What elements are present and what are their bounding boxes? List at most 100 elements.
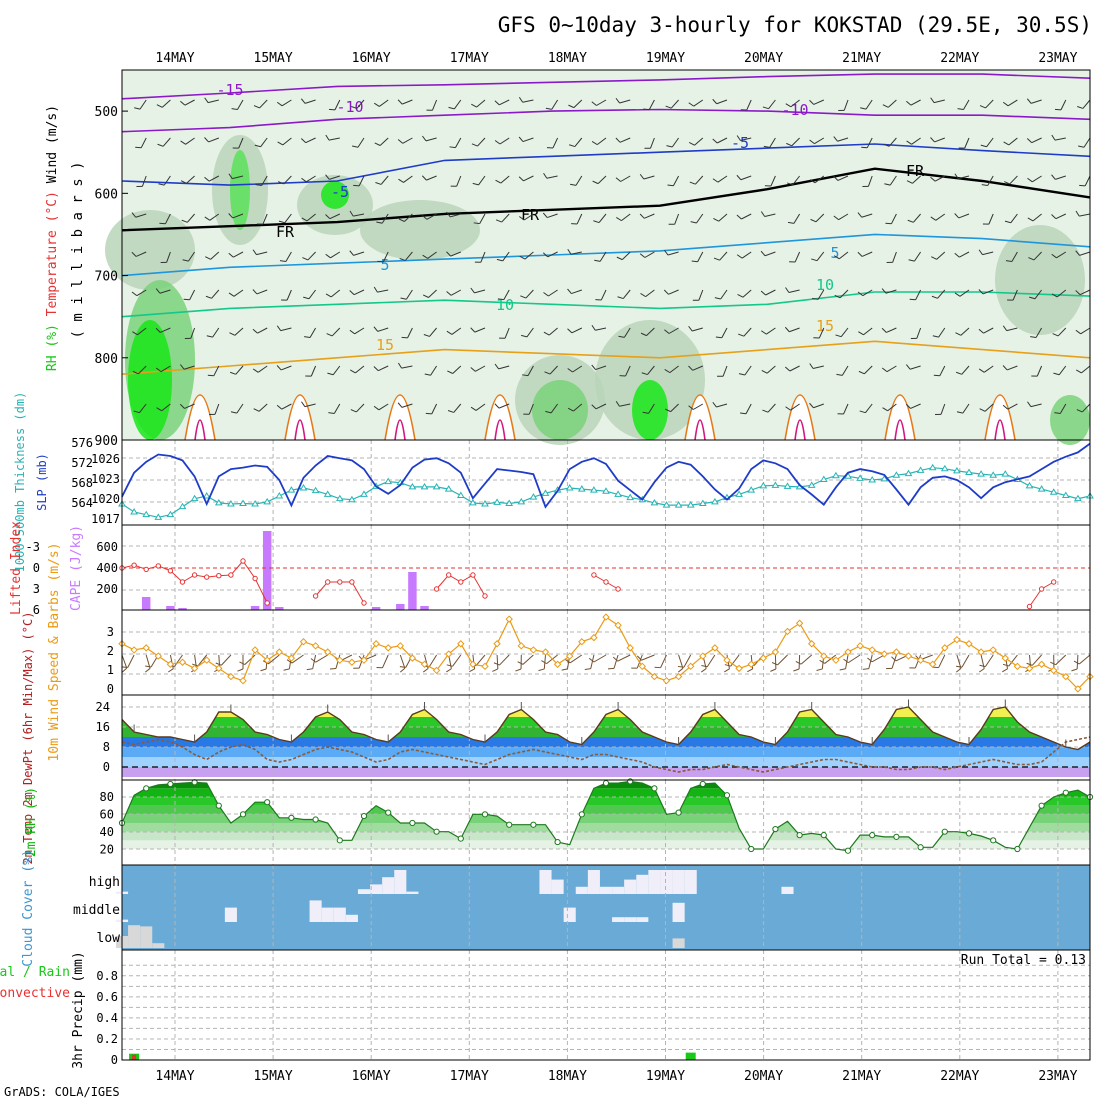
wind-barb xyxy=(1007,403,1018,410)
wind-barb xyxy=(422,254,428,259)
wind-barb xyxy=(1031,654,1042,666)
contour-label: FR xyxy=(276,223,295,241)
wind-barb xyxy=(479,213,486,224)
cape-bar xyxy=(420,606,429,610)
wind-barb xyxy=(567,368,573,373)
wind-barb xyxy=(470,406,477,411)
wind-barb xyxy=(518,96,524,103)
wind-barb xyxy=(495,179,502,184)
wind-barb xyxy=(161,403,171,412)
wind-barb xyxy=(305,137,316,144)
wind-barb xyxy=(446,211,451,218)
wind-barb xyxy=(885,222,892,225)
wind-barb xyxy=(328,137,340,141)
wind-barb xyxy=(906,100,912,106)
wind-barb xyxy=(159,289,171,294)
wind-barb xyxy=(617,654,631,662)
wind-barb xyxy=(743,327,752,337)
wind-barb xyxy=(817,289,825,300)
wind-barb xyxy=(309,327,317,338)
wind-barb xyxy=(617,296,624,300)
data-point xyxy=(553,660,562,668)
wind-barb xyxy=(865,403,873,413)
date-label: 14MAY xyxy=(155,1069,194,1084)
wind-barb xyxy=(910,99,921,106)
wind-barb xyxy=(905,364,911,370)
cloud-bar xyxy=(672,902,685,922)
data-point xyxy=(735,664,743,673)
wind-barb xyxy=(867,175,873,187)
wind-barb xyxy=(349,290,355,296)
wind-barb xyxy=(306,213,316,222)
wind-barb xyxy=(570,251,582,255)
wind-barb xyxy=(432,99,438,111)
wind-barb xyxy=(134,107,141,110)
wind-barb xyxy=(421,175,427,181)
cape-bar xyxy=(178,608,187,610)
wind-barb xyxy=(303,296,310,300)
wind-barb xyxy=(284,213,292,224)
data-point xyxy=(554,838,561,846)
wind-barb xyxy=(1002,663,1009,667)
wind-barb xyxy=(1058,365,1067,376)
chart-panels: 14MAY 15MAY 16MAY 17MAY 18MAY 19MAY 20MAY 21MAY… xyxy=(0,51,1094,1084)
wind-barb xyxy=(156,407,162,412)
wind-barb xyxy=(1030,403,1042,408)
data-point xyxy=(529,646,538,654)
wind-barb xyxy=(453,99,462,110)
wind-barb xyxy=(301,401,306,407)
wind-barb xyxy=(452,654,462,667)
data-point xyxy=(796,832,803,839)
wind-barb xyxy=(744,365,752,376)
wind-barb xyxy=(905,403,911,409)
wind-barb xyxy=(522,99,534,103)
data-point xyxy=(143,785,150,792)
wind-barb xyxy=(229,332,236,336)
data-point xyxy=(348,495,356,503)
wind-barb xyxy=(252,289,258,295)
wind-barb xyxy=(423,334,430,337)
data-point xyxy=(446,572,452,578)
date-label: 20MAY xyxy=(744,51,783,66)
data-point xyxy=(312,816,319,823)
wind-barb xyxy=(1081,403,1091,413)
data-point xyxy=(216,573,222,579)
wind-barb xyxy=(1078,145,1085,148)
wind-barb xyxy=(497,298,504,301)
wind-barb xyxy=(259,99,268,109)
data-point xyxy=(444,650,453,658)
wind-barb xyxy=(1029,296,1036,300)
wind-barb xyxy=(646,327,655,337)
wind-barb xyxy=(690,221,697,224)
cloud-row-label: low xyxy=(97,931,121,946)
data-point xyxy=(591,572,597,578)
wind-barb xyxy=(1056,251,1067,259)
contour-label: -10 xyxy=(336,98,363,116)
wind-barb xyxy=(431,403,438,415)
wind-barb xyxy=(792,175,800,185)
wind-barb xyxy=(523,213,534,221)
wind-barb xyxy=(721,327,728,338)
data-point xyxy=(711,644,719,652)
wind-barb xyxy=(283,175,292,185)
wind-barb xyxy=(405,289,413,300)
wind-barb xyxy=(1077,106,1084,109)
wind-barb xyxy=(619,99,631,104)
isotherm xyxy=(121,340,1091,375)
wind-barb xyxy=(1075,290,1081,296)
wind-barb xyxy=(644,251,655,258)
data-point xyxy=(228,572,234,578)
tick-label: 1023 xyxy=(91,472,120,486)
tick-label: 1026 xyxy=(91,452,120,466)
wind-barb xyxy=(907,219,914,223)
wind-barb xyxy=(857,212,863,218)
wind-barb xyxy=(492,668,499,672)
data-point xyxy=(166,510,175,518)
wind-barb xyxy=(647,365,655,375)
wind-barb xyxy=(938,327,946,338)
data-point xyxy=(470,572,476,578)
wind-barb xyxy=(770,668,777,672)
data-point xyxy=(239,499,247,506)
wind-barb xyxy=(691,260,698,263)
wind-barb xyxy=(615,177,621,182)
